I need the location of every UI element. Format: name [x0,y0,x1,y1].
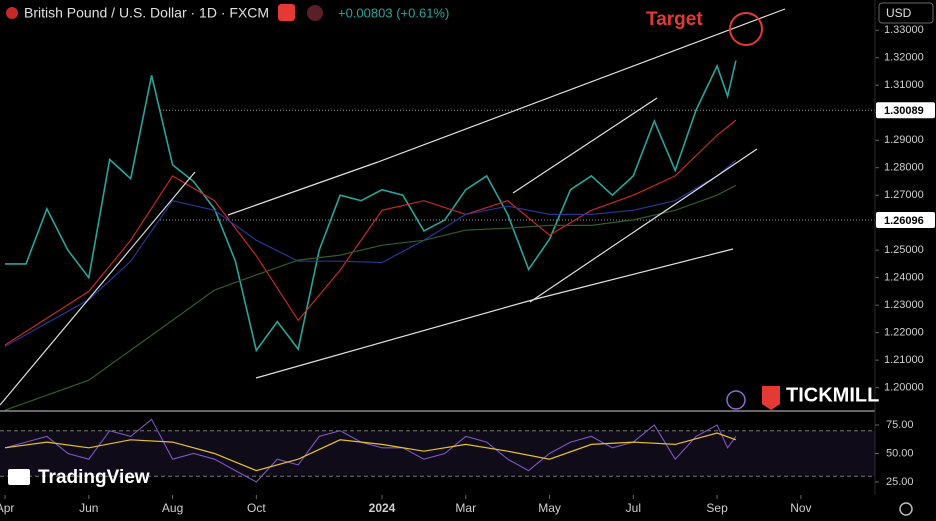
price-tag [876,102,935,119]
price-pane: 1.20000 1.21000 1.22000 1.23000 1.24000 1.250… [0,24,935,515]
symbol-title: British Pound / U.S. Dollar · 1D · FXCM [24,5,269,21]
platform-name: TradingView [38,467,150,488]
y-tick-label: 50.00 [886,447,914,459]
series-line [4,432,737,472]
tradingview-logo [8,469,30,485]
y-tick-label: 1.32000 [884,52,924,64]
trendlines [0,8,786,406]
x-tick-label: Mar [455,501,476,515]
series-line [4,119,737,346]
trendline [0,171,196,406]
x-tick-label: Jun [79,501,98,515]
trendline [512,97,658,194]
indicator-icon [307,5,323,21]
x-tick-label: Sep [706,501,728,515]
trendline [529,148,758,303]
trendline [255,299,533,379]
y-tick-label: 75.00 [886,419,914,431]
x-tick-label: Jul [626,501,641,515]
y-tick-label: 1.24000 [884,272,924,284]
x-tick-label: Nov [790,501,811,515]
y-tick-label: 1.31000 [884,79,924,91]
price-tag-label: 1.30089 [884,105,924,117]
series-line [5,60,737,353]
bolt-icon [726,390,746,410]
trendline [377,8,786,163]
y-tick-label: 25.00 [886,476,914,488]
series-line [4,184,737,411]
price-tag [876,212,935,229]
trendline [531,248,734,301]
y-tick-label: 1.28000 [884,162,924,174]
tickmill-logo [762,386,780,410]
y-tick-label: 1.23000 [884,299,924,311]
trendline [227,161,379,216]
flag-icon [6,7,18,19]
y-tick-label: 1.22000 [884,327,924,339]
target-circle [729,12,763,46]
y-tick-label: 1.29000 [884,134,924,146]
x-tick-label: 2024 [369,501,396,515]
y-tick-label: 1.33000 [884,24,924,36]
currency-label: USD [886,6,912,20]
x-tick-label: Oct [247,501,266,515]
price-tag-label: 1.26096 [884,215,924,227]
rsi-pane: 75.00 50.00 25.00 [0,418,914,488]
y-tick-label: 1.25000 [884,244,924,256]
x-tick-label: Apr [0,501,14,515]
flag-button[interactable] [278,4,295,21]
series-line [4,159,737,347]
settings-icon[interactable] [899,502,913,516]
y-tick-label: 1.20000 [884,382,924,394]
target-label: Target [646,9,703,30]
x-tick-label: Aug [162,501,183,515]
price-change: +0.00803 (+0.61%) [338,5,449,20]
y-tick-label: 1.27000 [884,189,924,201]
rsi-band [0,430,875,477]
y-tick-label: 1.21000 [884,354,924,366]
currency-button[interactable] [878,2,934,24]
x-tick-label: May [538,501,561,515]
broker-name: TICKMILL [786,384,879,406]
